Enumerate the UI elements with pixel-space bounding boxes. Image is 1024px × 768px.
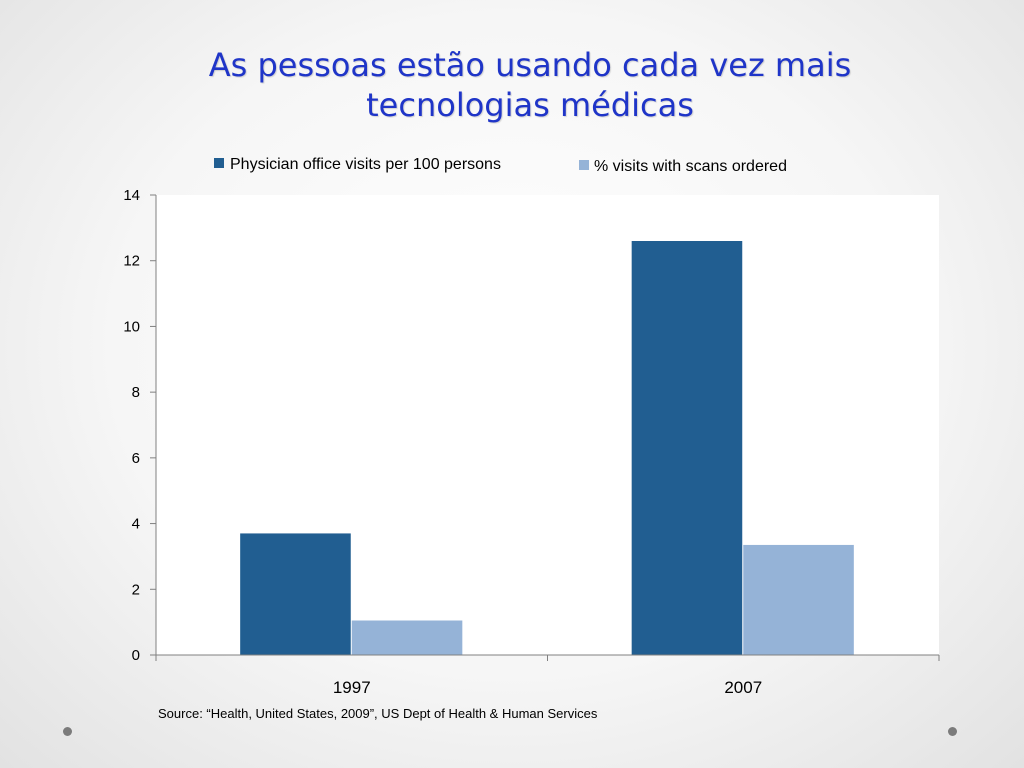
y-tick-label: 4 [132, 516, 140, 533]
bar-2007-series-2 [743, 544, 854, 655]
title-line-2: tecnologias médicas [366, 86, 694, 124]
title-line-1: As pessoas estão usando cada vez mais [208, 46, 852, 84]
bar-2007-series-1 [631, 241, 743, 655]
y-tick-label: 10 [123, 318, 140, 335]
bar-1997-series-2 [351, 620, 463, 655]
legend: Physician office visits per 100 persons%… [214, 156, 787, 175]
x-category-label: 1997 [333, 678, 371, 697]
legend-label-1: Physician office visits per 100 persons [230, 156, 501, 173]
right-bullet-dot [948, 727, 957, 736]
bar-1997-series-1 [240, 533, 351, 655]
y-tick-label: 0 [132, 647, 140, 664]
source-note: Source: “Health, United States, 2009”, U… [158, 706, 598, 721]
legend-label-2: % visits with scans ordered [594, 158, 787, 175]
legend-swatch-2 [579, 160, 589, 170]
y-tick-label: 14 [123, 187, 140, 204]
left-bullet-dot [63, 727, 72, 736]
x-category-label: 2007 [724, 678, 762, 697]
axes-group: 0 2 4 6 8 10 12 14 1997 2007 [123, 187, 940, 697]
slide-title: As pessoas estão usando cada vez mais te… [130, 45, 930, 125]
bars-group [240, 241, 854, 655]
y-tick-label: 2 [132, 581, 140, 598]
y-tick-label: 12 [123, 253, 140, 270]
legend-swatch-1 [214, 158, 224, 168]
y-tick-label: 6 [132, 450, 140, 467]
y-tick-label: 8 [132, 384, 140, 401]
